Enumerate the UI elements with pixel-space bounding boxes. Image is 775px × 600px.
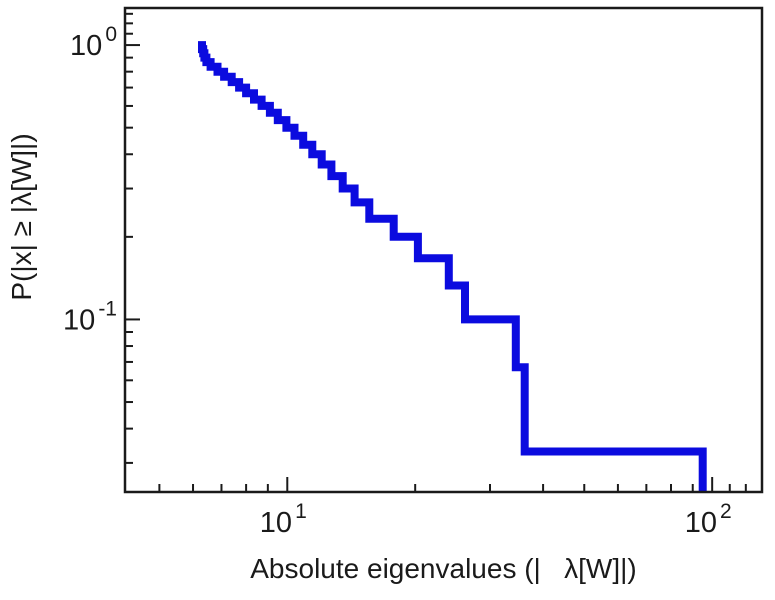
tick-labels: 10 1 10 2 10 0 10 -1 bbox=[63, 23, 732, 539]
ccdf-step-line bbox=[198, 41, 707, 492]
y-tick-label: 10 -1 bbox=[63, 297, 117, 336]
y-axis-label: P(|x| ≥ |λ[W]|) bbox=[6, 133, 37, 301]
x-axis-label: Absolute eigenvalues (| λ[W]|) bbox=[250, 553, 637, 584]
y-tick-label: 10 0 bbox=[70, 23, 117, 62]
x-tick-label: 10 1 bbox=[260, 500, 307, 539]
x-tick-label: 10 2 bbox=[685, 500, 732, 539]
axis-ticks bbox=[125, 12, 747, 492]
plot-frame bbox=[123, 6, 764, 494]
